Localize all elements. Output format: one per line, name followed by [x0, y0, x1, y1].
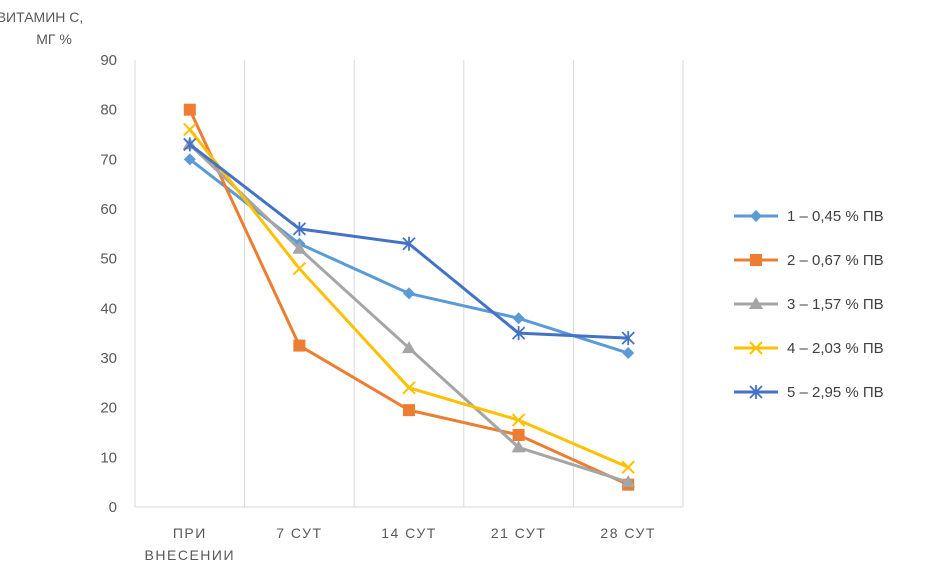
y-tick-label: 10	[100, 449, 117, 466]
y-tick-label: 70	[100, 151, 117, 168]
data-point-marker	[512, 312, 525, 325]
data-point-marker	[621, 460, 635, 474]
y-tick-label: 60	[100, 201, 117, 218]
data-point-marker	[621, 475, 636, 488]
y-tick-label: 80	[100, 102, 117, 119]
legend-label: 5 – 2,95 % ПВ	[787, 384, 884, 401]
legend-item-4: 4 – 2,03 % ПВ	[734, 340, 884, 357]
data-point-marker	[183, 103, 196, 116]
x-tick-label: ПРИ	[173, 525, 207, 541]
data-point-marker	[749, 341, 763, 355]
data-point-marker	[621, 331, 635, 346]
data-point-marker	[750, 210, 762, 222]
chart-legend: 1 – 0,45 % ПВ 2 – 0,67 % ПВ 3 – 1,57 % ПВ 4…	[734, 208, 884, 401]
x-tick-label: 14 СУТ	[381, 525, 437, 541]
data-point-marker	[402, 381, 416, 395]
data-point-marker	[750, 254, 762, 266]
data-point-marker	[402, 236, 416, 251]
y-tick-label: 20	[100, 400, 117, 417]
series-line	[188, 157, 630, 355]
y-tick-label: 40	[100, 300, 117, 317]
data-point-marker	[403, 287, 415, 300]
legend-label: 4 – 2,03 % ПВ	[787, 340, 884, 357]
y-tick-label: 50	[100, 251, 117, 268]
data-point-marker	[292, 221, 307, 236]
data-point-marker	[512, 428, 525, 441]
series-4	[183, 122, 635, 474]
y-axis: ВИТАМИН С, МГ % 0 10 20 30 40 50 60 70 80 90	[0, 9, 117, 516]
legend-label: 2 – 0,67 % ПВ	[787, 252, 884, 269]
legend-item-2: 2 – 0,67 % ПВ	[734, 252, 884, 269]
legend-item-1: 1 – 0,45 % ПВ	[734, 208, 884, 225]
y-tick-label: 90	[100, 52, 117, 69]
data-point-marker	[292, 261, 307, 276]
series-2	[183, 103, 635, 491]
y-axis-label-line-2: МГ %	[36, 31, 72, 47]
data-point-marker	[511, 413, 526, 427]
legend-item-5: 5 – 2,95 % ПВ	[734, 384, 884, 401]
series-1	[183, 153, 635, 360]
chart-grid	[134, 60, 684, 508]
data-point-marker	[511, 440, 526, 453]
data-point-marker	[293, 339, 306, 352]
data-point-marker	[511, 326, 526, 341]
legend-label: 3 – 1,57 % ПВ	[787, 296, 884, 313]
y-tick-label: 0	[109, 499, 117, 516]
legend-item-3: 3 – 1,57 % ПВ	[734, 296, 884, 313]
data-point-marker	[183, 137, 197, 152]
data-point-marker	[292, 241, 307, 254]
y-axis-label-line-1: ВИТАМИН С,	[0, 9, 83, 25]
series-5	[183, 137, 635, 346]
data-point-marker	[749, 297, 763, 309]
data-point-marker	[183, 122, 197, 137]
data-point-marker	[403, 404, 415, 417]
x-axis: ПРИ ВНЕСЕНИИ 7 СУТ 14 СУТ 21 СУТ 28 СУТ	[145, 525, 656, 563]
x-tick-label: 21 СУТ	[491, 525, 547, 541]
data-point-marker	[622, 347, 635, 360]
data-point-marker	[183, 153, 196, 166]
data-point-marker	[402, 341, 416, 354]
y-tick-label: 30	[100, 350, 117, 367]
chart-series	[182, 103, 636, 491]
x-tick-label: ВНЕСЕНИИ	[145, 547, 235, 563]
legend-label: 1 – 0,45 % ПВ	[787, 208, 884, 225]
x-tick-label: 7 СУТ	[276, 525, 322, 541]
data-point-marker	[749, 385, 763, 399]
x-tick-label: 28 СУТ	[600, 525, 656, 541]
